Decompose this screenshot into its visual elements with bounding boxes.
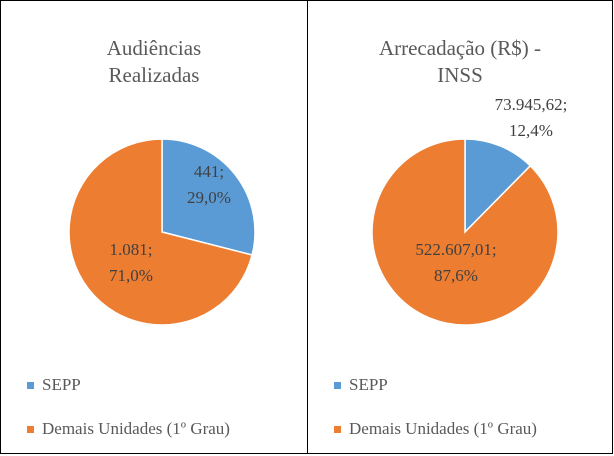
- legend-swatch: [27, 425, 34, 433]
- data-label: 87,6%: [434, 266, 478, 285]
- legend-entry: SEPP: [27, 375, 81, 395]
- chart-panel: Audiências Realizadas 441; 29,0% 1.081; 71,0…: [0, 0, 308, 454]
- data-label: 71,0%: [109, 266, 153, 285]
- legend-entry: SEPP: [334, 375, 388, 395]
- chart-title: Arrecadação (R$) - INSS: [378, 36, 542, 87]
- pie-slice: [464, 138, 532, 234]
- legend-entry: Demais Unidades (1º Grau): [27, 419, 230, 439]
- chart-panel: Arrecadação (R$) - INSS 73.945,62; 12,4% 52…: [307, 0, 613, 454]
- legend-label: Demais Unidades (1º Grau): [349, 419, 537, 438]
- chart-title: Audiências Realizadas: [106, 36, 202, 87]
- legend-swatch: [27, 381, 34, 389]
- pie-slice: [68, 138, 254, 326]
- data-label: 29,0%: [187, 188, 231, 207]
- data-label: 73.945,62;: [495, 95, 568, 114]
- data-label: 1.081;: [110, 240, 153, 259]
- data-label: 522.607,01;: [415, 240, 496, 259]
- data-label: 12,4%: [509, 121, 553, 140]
- legend-entry: Demais Unidades (1º Grau): [334, 419, 537, 439]
- legend-label: SEPP: [42, 375, 81, 394]
- legend-label: Demais Unidades (1º Grau): [42, 419, 230, 438]
- pie-chart: 441; 29,0% 1.081; 71,0%: [68, 138, 256, 326]
- pie-chart: 73.945,62; 12,4% 522.607,01; 87,6%: [371, 95, 568, 326]
- pie-slice: [371, 138, 559, 326]
- pie-slice: [161, 138, 256, 256]
- legend-label: SEPP: [349, 375, 388, 394]
- legend-swatch: [334, 425, 341, 433]
- data-label: 441;: [194, 162, 224, 181]
- legend-swatch: [334, 381, 341, 389]
